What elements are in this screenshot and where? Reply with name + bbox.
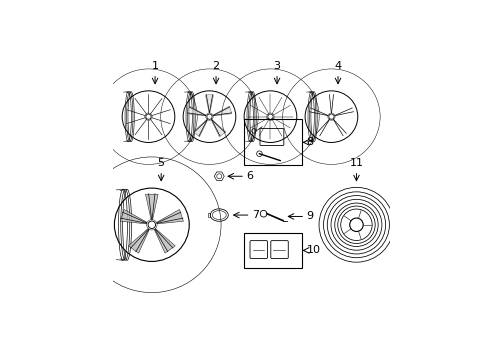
Text: 2: 2 xyxy=(213,61,220,71)
Text: 1: 1 xyxy=(151,61,159,71)
Text: 4: 4 xyxy=(335,61,342,71)
Text: 10: 10 xyxy=(307,246,320,255)
Polygon shape xyxy=(205,95,214,113)
Polygon shape xyxy=(211,120,226,137)
Polygon shape xyxy=(154,229,175,253)
Polygon shape xyxy=(128,229,149,253)
Polygon shape xyxy=(213,106,232,116)
Bar xyxy=(244,233,302,268)
Bar xyxy=(244,120,302,165)
Polygon shape xyxy=(120,210,147,224)
Text: 3: 3 xyxy=(273,61,281,71)
Text: 9: 9 xyxy=(307,211,314,221)
Text: 11: 11 xyxy=(349,158,364,168)
Text: 6: 6 xyxy=(246,171,253,181)
Text: 8: 8 xyxy=(307,137,314,147)
Polygon shape xyxy=(187,106,206,116)
Bar xyxy=(208,213,210,217)
Polygon shape xyxy=(193,120,208,137)
Text: 5: 5 xyxy=(158,158,165,168)
Polygon shape xyxy=(157,210,183,224)
Polygon shape xyxy=(146,194,158,219)
Text: 7: 7 xyxy=(252,210,259,220)
